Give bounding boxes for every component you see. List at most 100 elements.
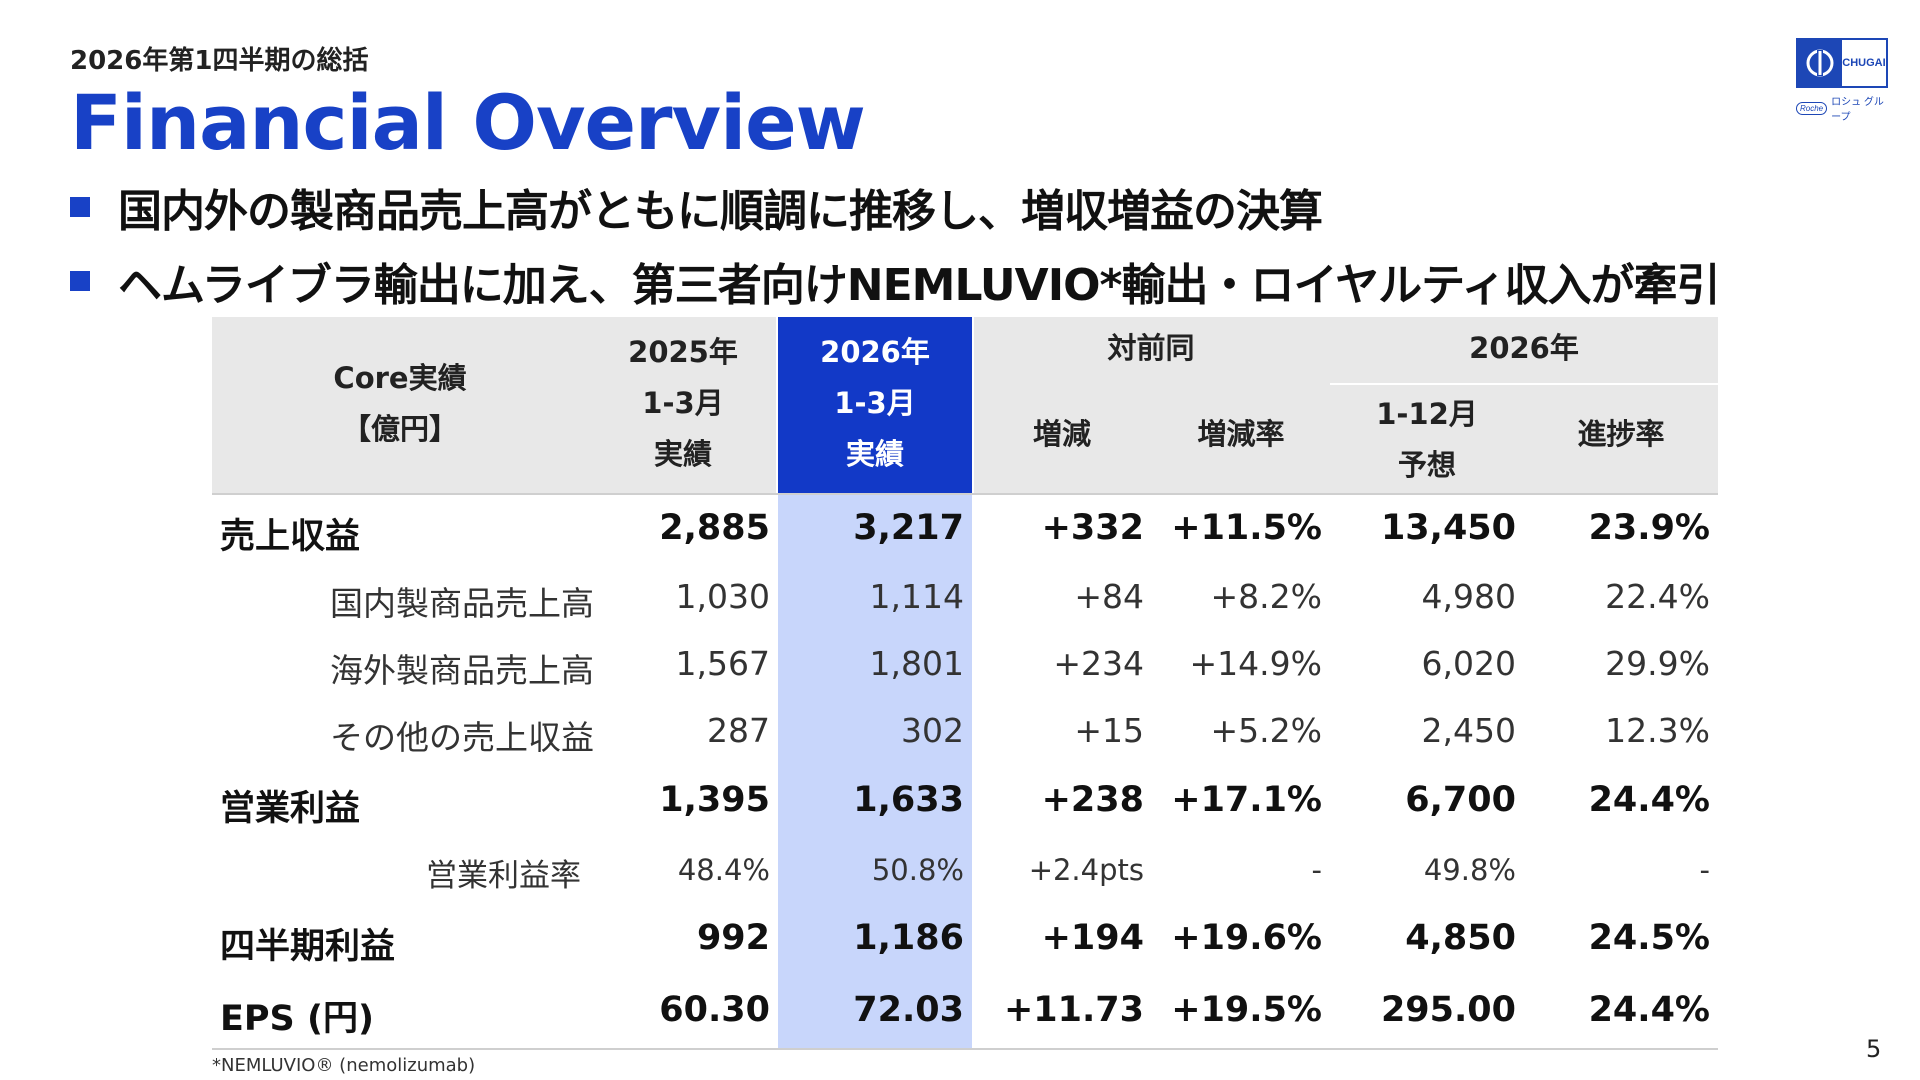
cell-prev: 992 xyxy=(696,918,770,958)
cell-progress: - xyxy=(1699,853,1710,887)
cell-rate: +8.2% xyxy=(1210,577,1323,616)
cell-progress: 23.9% xyxy=(1588,508,1710,548)
cell-forecast: 13,450 xyxy=(1380,508,1516,548)
cell-curr: 72.03 xyxy=(853,990,964,1030)
logo-brand-text: CHUGAI xyxy=(1842,57,1886,69)
bullet-text: ヘムライブラ輸出に加え、第三者向けNEMLUVIO*輸出・ロイヤルティ収入が牽引 xyxy=(118,260,1721,311)
cell-prev: 2,885 xyxy=(659,508,770,548)
cell-curr: 3,217 xyxy=(853,508,964,548)
cell-rate: +19.6% xyxy=(1171,918,1322,958)
bullet-square-icon xyxy=(70,271,90,291)
col-forecast-header: 1-12月 予想 xyxy=(1330,389,1524,491)
chugai-mark-icon xyxy=(1798,40,1842,86)
logo-box: CHUGAI xyxy=(1796,38,1888,88)
bullet-item: 国内外の製商品売上高がともに順調に推移し、増収増益の決算 xyxy=(70,170,1900,244)
corner-header: Core実績 【億円】 xyxy=(212,353,588,455)
bottom-rule xyxy=(212,1048,1718,1050)
corner-line: Core実績 xyxy=(333,361,467,395)
group-fy-header: 2026年 xyxy=(1469,331,1579,365)
footnote: *NEMLUVIO® (nemolizumab) xyxy=(212,1055,476,1076)
col-change-header: 増減 xyxy=(1032,417,1091,451)
roche-oval-icon: Roche xyxy=(1796,101,1828,115)
col-curr-line: 2026年 xyxy=(820,335,930,369)
col-forecast-line: 予想 xyxy=(1397,448,1456,482)
row-label: 営業利益 xyxy=(220,789,361,829)
cell-prev: 60.30 xyxy=(659,990,770,1030)
page-title: Financial Overview xyxy=(70,78,866,167)
header-group-divider xyxy=(1330,383,1718,385)
bullet-text: 国内外の製商品売上高がともに順調に推移し、増収増益の決算 xyxy=(118,186,1323,237)
cell-curr: 1,114 xyxy=(869,577,964,616)
financial-table: Core実績 【億円】 2025年 1-3月 実績 2026年 1-3月 実績 … xyxy=(212,317,1718,1050)
roche-group-text: ロシュ グループ xyxy=(1831,97,1884,123)
row-label: 海外製商品売上高 xyxy=(330,651,594,690)
cell-forecast: 295.00 xyxy=(1380,990,1516,1030)
cell-forecast: 4,980 xyxy=(1421,577,1516,616)
col-progress-header: 進捗率 xyxy=(1577,417,1665,451)
header-rule xyxy=(212,493,1718,495)
cell-rate: - xyxy=(1311,853,1322,887)
cell-curr: 302 xyxy=(901,711,964,750)
col-curr-line: 実績 xyxy=(845,437,904,471)
cell-rate: +19.5% xyxy=(1171,990,1322,1030)
cell-curr: 50.8% xyxy=(871,853,964,887)
cell-prev: 1,567 xyxy=(675,644,770,683)
cell-forecast: 4,850 xyxy=(1405,918,1516,958)
row-label: 国内製商品売上高 xyxy=(330,584,594,623)
cell-rate: +14.9% xyxy=(1189,644,1322,683)
cell-progress: 22.4% xyxy=(1605,577,1710,616)
cell-curr: 1,633 xyxy=(853,780,964,820)
row-label: 四半期利益 xyxy=(220,927,396,967)
group-yoy-header: 対前同 xyxy=(1107,331,1195,365)
col-curr-header: 2026年 1-3月 実績 xyxy=(778,327,972,480)
cell-rate: +11.5% xyxy=(1171,508,1322,548)
corner-line: 【億円】 xyxy=(341,412,458,446)
cell-change: +238 xyxy=(1041,780,1144,820)
row-label: 営業利益率 xyxy=(426,858,581,894)
cell-change: +332 xyxy=(1041,508,1144,548)
cell-change: +11.73 xyxy=(1003,990,1144,1030)
cell-change: +2.4pts xyxy=(1028,853,1144,887)
cell-prev: 1,395 xyxy=(659,780,770,820)
cell-change: +84 xyxy=(1074,577,1144,616)
cell-progress: 24.4% xyxy=(1588,990,1710,1030)
col-prev-line: 2025年 xyxy=(628,335,738,369)
cell-prev: 287 xyxy=(707,711,770,750)
col-forecast-line: 1-12月 xyxy=(1376,397,1478,431)
cell-progress: 29.9% xyxy=(1605,644,1710,683)
cell-curr: 1,801 xyxy=(869,644,964,683)
cell-forecast: 6,020 xyxy=(1421,644,1516,683)
section-subtitle: 2026年第1四半期の総括 xyxy=(70,46,369,76)
cell-change: +194 xyxy=(1041,918,1144,958)
col-rate-header: 増減率 xyxy=(1197,417,1285,451)
col-curr-line: 1-3月 xyxy=(834,386,916,420)
roche-group-label: Roche ロシュ グループ xyxy=(1796,93,1890,123)
row-label: その他の売上収益 xyxy=(330,718,594,757)
row-label: EPS (円) xyxy=(220,999,374,1039)
current-period-header-highlight xyxy=(778,317,972,493)
cell-forecast: 49.8% xyxy=(1423,853,1516,887)
cell-rate: +17.1% xyxy=(1171,780,1322,820)
page-number: 5 xyxy=(1866,1035,1882,1063)
cell-change: +234 xyxy=(1053,644,1144,683)
cell-progress: 24.5% xyxy=(1588,918,1710,958)
header-divider xyxy=(776,317,778,493)
bullet-list: 国内外の製商品売上高がともに順調に推移し、増収増益の決算 ヘムライブラ輸出に加え… xyxy=(70,170,1900,318)
header-divider xyxy=(972,317,974,493)
cell-change: +15 xyxy=(1074,711,1144,750)
cell-rate: +5.2% xyxy=(1210,711,1323,750)
chugai-logo: CHUGAI Roche ロシュ グループ xyxy=(1796,38,1890,123)
cell-curr: 1,186 xyxy=(853,918,964,958)
col-prev-header: 2025年 1-3月 実績 xyxy=(588,327,778,480)
col-prev-line: 実績 xyxy=(653,437,712,471)
cell-progress: 12.3% xyxy=(1605,711,1710,750)
bullet-square-icon xyxy=(70,197,90,217)
cell-prev: 48.4% xyxy=(677,853,770,887)
cell-progress: 24.4% xyxy=(1588,780,1710,820)
row-label: 売上収益 xyxy=(220,517,361,557)
cell-forecast: 2,450 xyxy=(1421,711,1516,750)
bullet-item: ヘムライブラ輸出に加え、第三者向けNEMLUVIO*輸出・ロイヤルティ収入が牽引 xyxy=(70,244,1900,318)
cell-prev: 1,030 xyxy=(675,577,770,616)
cell-forecast: 6,700 xyxy=(1405,780,1516,820)
col-prev-line: 1-3月 xyxy=(642,386,724,420)
